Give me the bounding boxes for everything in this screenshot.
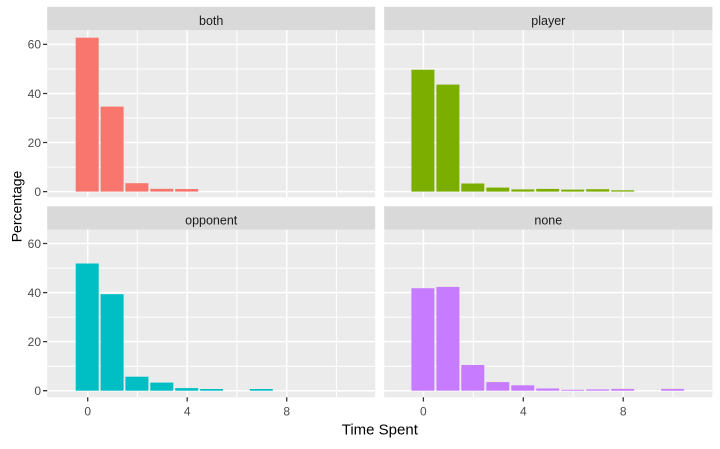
svg-text:0: 0 xyxy=(34,384,41,398)
svg-text:8: 8 xyxy=(620,405,627,419)
svg-text:none: none xyxy=(534,213,562,227)
svg-text:8: 8 xyxy=(283,405,290,419)
svg-text:20: 20 xyxy=(28,136,42,150)
svg-text:both: both xyxy=(199,14,223,28)
svg-text:20: 20 xyxy=(28,335,42,349)
svg-text:4: 4 xyxy=(520,405,527,419)
svg-text:opponent: opponent xyxy=(185,213,238,227)
svg-text:0: 0 xyxy=(420,405,427,419)
svg-text:Time Spent: Time Spent xyxy=(342,422,419,439)
svg-text:0: 0 xyxy=(34,185,41,199)
svg-text:player: player xyxy=(531,14,565,28)
svg-text:0: 0 xyxy=(84,405,91,419)
svg-text:40: 40 xyxy=(28,286,42,300)
svg-text:60: 60 xyxy=(28,38,42,52)
svg-text:Percentage: Percentage xyxy=(9,170,25,242)
svg-text:60: 60 xyxy=(28,237,42,251)
svg-text:4: 4 xyxy=(184,405,191,419)
svg-text:40: 40 xyxy=(28,87,42,101)
